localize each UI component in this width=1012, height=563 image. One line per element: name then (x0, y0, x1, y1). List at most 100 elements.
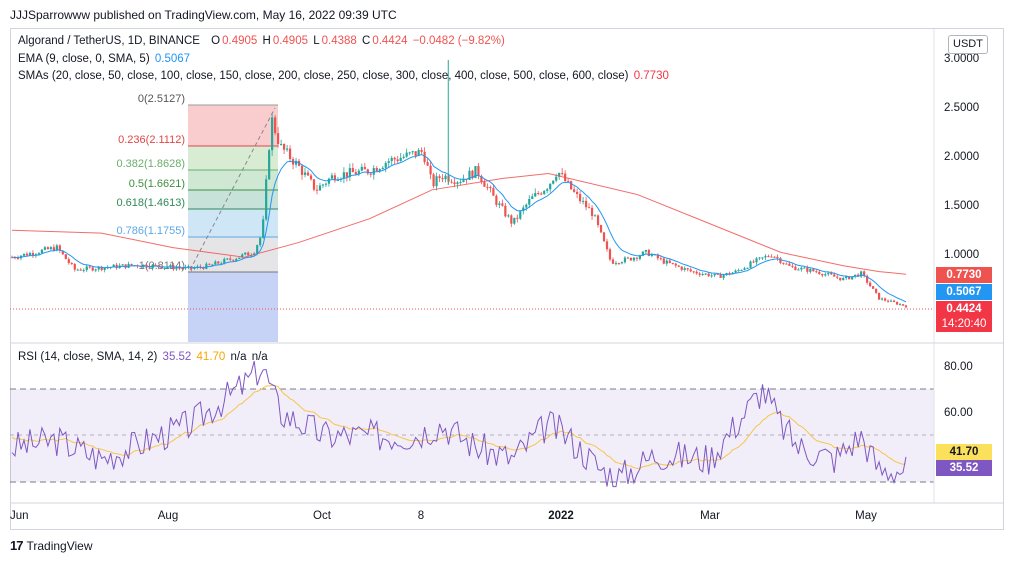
candle-body (244, 252, 247, 255)
candle-body (623, 257, 627, 263)
candle-body (435, 176, 438, 187)
candle-body (408, 152, 411, 154)
fib-label-786: 0.786(1.1755) (117, 225, 186, 237)
candle-body (632, 257, 636, 261)
candle-body (121, 264, 124, 266)
candle-body (70, 262, 73, 264)
candle-body (205, 263, 208, 269)
tradingview-logo-icon: 17 (10, 538, 24, 553)
candle-body (680, 266, 683, 270)
candle-body (904, 305, 908, 308)
candle-body (468, 170, 471, 180)
sma-value: 0.7730 (633, 70, 669, 82)
candle-body (384, 162, 387, 168)
candle-body (178, 267, 181, 269)
candle-body (459, 182, 462, 184)
time-tick: Oct (313, 510, 332, 522)
time-axis[interactable]: Jun Aug Oct 8 2022 Mar May (10, 502, 1004, 522)
candle-body (492, 188, 495, 196)
rsi-ma-value: 41.70 (196, 351, 226, 363)
candles[interactable] (10, 60, 908, 309)
ohlc-high: 0.4905 (272, 35, 308, 47)
candle-body (333, 175, 337, 181)
candle-body (668, 260, 671, 263)
candle-body (405, 152, 408, 157)
candle-body (372, 168, 375, 175)
fib-zone-0-236 (188, 105, 278, 146)
last-price-tag: 0.4424 (936, 301, 992, 317)
candle-body (767, 256, 770, 258)
candle-body (148, 267, 151, 269)
candle-body (115, 264, 118, 269)
candle-body (351, 168, 354, 173)
candle-body (797, 269, 800, 271)
candle-body (638, 255, 641, 259)
candle-body (73, 263, 76, 270)
candle-body (698, 273, 701, 275)
candle-body (788, 263, 791, 266)
rsi-pane[interactable]: 80.00 60.00 (10, 343, 973, 503)
candle-body (665, 260, 668, 264)
candle-body (755, 258, 758, 263)
candle-body (880, 298, 884, 300)
fib-zone-ext (188, 272, 278, 342)
candle-body (61, 250, 64, 255)
candle-body (543, 190, 546, 195)
candle-body (818, 271, 821, 275)
price-tick: 3.0000 (944, 53, 979, 65)
candle-body (629, 257, 633, 261)
candle-body (707, 273, 710, 277)
candle-body (815, 271, 818, 273)
brand-name: TradingView (26, 538, 93, 553)
candle-body (504, 205, 507, 217)
candle-body (336, 180, 340, 182)
candle-body (324, 183, 328, 185)
candle-body (399, 157, 402, 162)
symbol-legend[interactable]: Algorand / TetherUS, 1D, BINANCE O 0.4905… (18, 35, 507, 47)
rsi-legend[interactable]: RSI (14, close, SMA, 14, 2) 35.52 41.70 … (18, 351, 270, 363)
candle-body (369, 173, 372, 175)
candle-body (854, 274, 857, 277)
candle-body (315, 189, 319, 191)
candle-body (498, 203, 501, 205)
footer-brand[interactable]: 17 TradingView (10, 538, 93, 553)
candle-body (614, 263, 618, 265)
candle-body (211, 264, 214, 266)
candle-body (875, 288, 878, 293)
price-axis[interactable]: 3.0000 2.5000 2.0000 1.5000 1.0000 (933, 29, 979, 343)
rsi-line (11, 360, 907, 488)
candle-body (848, 276, 851, 280)
candle-body (800, 267, 803, 270)
candle-body (776, 256, 779, 259)
candle-body (432, 174, 435, 187)
candle-body (187, 266, 190, 268)
candle-body (513, 217, 516, 224)
candle-body (812, 268, 815, 272)
candle-body (247, 252, 250, 256)
candle-body (620, 262, 624, 264)
ohlc-close: 0.4424 (372, 35, 408, 47)
sma-legend[interactable]: SMAs (20, close, 50, close, 100, close, … (18, 70, 671, 82)
sma-price-tag: 0.7730 (936, 267, 992, 283)
candle-body (677, 265, 680, 267)
candle-body (877, 292, 881, 300)
candle-body (363, 166, 366, 170)
candle-body (366, 169, 369, 174)
rsi-ma-tag: 41.70 (936, 444, 992, 460)
candle-body (375, 168, 378, 172)
candle-body (321, 184, 325, 186)
candle-body (265, 179, 268, 220)
currency-button[interactable]: USDT (948, 35, 988, 54)
candle-body (830, 273, 833, 275)
candle-body (55, 245, 58, 251)
rsi-title: RSI (14, close, SMA, 14, 2) (18, 351, 158, 363)
fib-zone-236-382 (188, 146, 278, 170)
candle-body (719, 274, 722, 278)
candle-body (779, 258, 782, 263)
candle-body (734, 270, 737, 273)
candle-body (480, 175, 483, 182)
ema-legend[interactable]: EMA (9, close, 0, SMA, 5) 0.5067 (18, 53, 192, 65)
fib-retracement[interactable]: 0(2.5127) 0.236(2.1112) 0.382(1.8628) 0.… (117, 93, 279, 342)
candle-body (764, 256, 767, 258)
